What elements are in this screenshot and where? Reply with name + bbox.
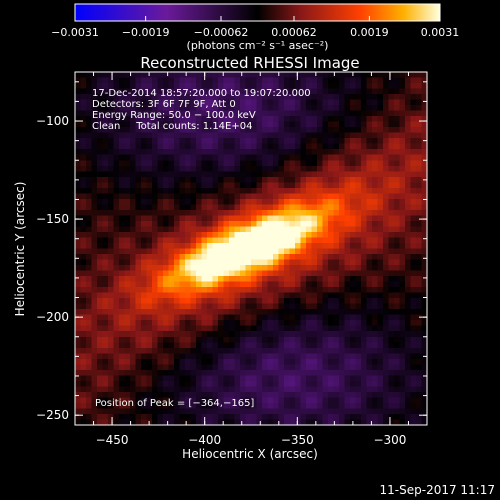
annotation-time-range: 17-Dec-2014 18:57:20.000 to 19:07:20.000 [92, 88, 311, 99]
colorbar-tick-label: 0.0031 [421, 26, 460, 39]
y-tick-label: −200 [36, 310, 69, 324]
annotation-clean-counts: Clean Total counts: 1.14E+04 [92, 121, 252, 132]
footer-date: 11-Sep-2017 11:17 [380, 483, 495, 497]
plot-frame [74, 71, 428, 426]
y-axis-label: Heliocentric Y (arcsec) [13, 182, 27, 317]
colorbar-unit-label: (photons cm⁻² s⁻¹ asec⁻²) [187, 39, 329, 52]
axis-ticks: −450 −400 −350 −300 −100 −150 −200 −250 [36, 72, 428, 447]
y-tick-label: −250 [36, 408, 69, 422]
annotation-detectors: Detectors: 3F 6F 7F 9F, Att 0 [92, 99, 236, 110]
x-tick-label: −350 [281, 433, 314, 447]
annotation-energy-range: Energy Range: 50.0 − 100.0 keV [92, 110, 256, 121]
chart-title: Reconstructed RHESSI Image [140, 54, 359, 72]
colorbar-ticks: −0.0031 −0.0019 −0.00062 0.00062 0.0019 0.003… [51, 16, 459, 39]
colorbar-tick-label: −0.0031 [51, 26, 99, 39]
colorbar-tick-label: −0.0019 [122, 26, 170, 39]
colorbar-tick-label: 0.0019 [350, 26, 389, 39]
y-tick-label: −100 [36, 114, 69, 128]
heatmap-image [75, 72, 427, 425]
x-tick-label: −450 [96, 433, 129, 447]
annotation-peak-position: Position of Peak = [−364,−165] [95, 398, 254, 409]
x-axis-label: Heliocentric X (arcsec) [182, 447, 318, 461]
x-tick-label: −400 [188, 433, 221, 447]
colorbar-tick-label: −0.00062 [194, 26, 249, 39]
y-tick-label: −150 [36, 212, 69, 226]
x-tick-label: −300 [373, 433, 406, 447]
colorbar [74, 3, 441, 22]
colorbar-tick-label: 0.00062 [271, 26, 317, 39]
